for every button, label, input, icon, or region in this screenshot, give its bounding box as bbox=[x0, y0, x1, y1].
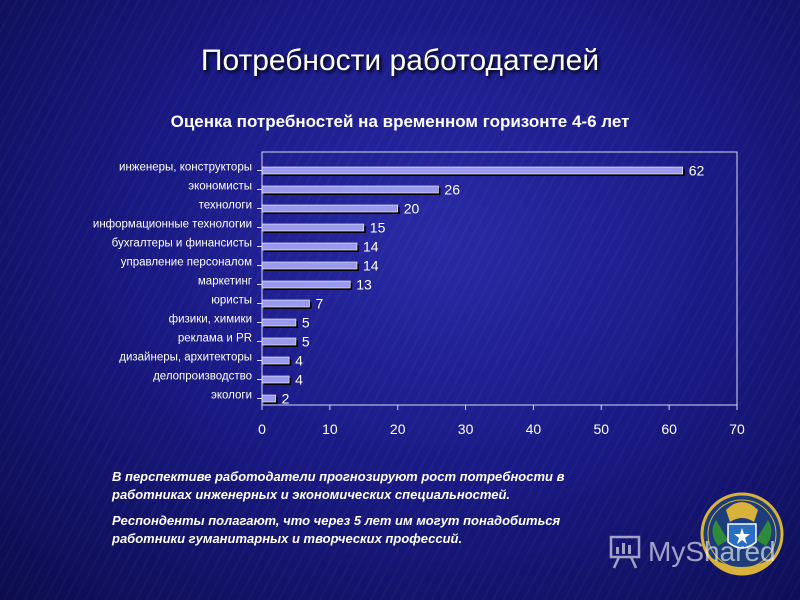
category-label: юристы bbox=[211, 295, 252, 307]
watermark: MyShared bbox=[608, 534, 776, 570]
note-paragraph-2: Респонденты полагают, что через 5 лет им… bbox=[112, 513, 561, 546]
data-label: 14 bbox=[363, 258, 379, 274]
data-label: 4 bbox=[295, 353, 303, 369]
data-label: 62 bbox=[689, 163, 705, 179]
x-tick-label: 60 bbox=[661, 421, 677, 437]
data-label: 7 bbox=[316, 296, 324, 312]
category-label: экономисты bbox=[188, 181, 252, 193]
data-label: 5 bbox=[302, 334, 310, 350]
chart-title: Оценка потребностей на временном горизон… bbox=[170, 112, 630, 131]
x-tick-label: 10 bbox=[322, 421, 338, 437]
x-tick-label: 20 bbox=[390, 421, 406, 437]
bar bbox=[261, 166, 684, 175]
category-label: управление персоналом bbox=[121, 257, 252, 269]
category-label: маркетинг bbox=[198, 276, 252, 288]
bar bbox=[261, 242, 358, 251]
bar bbox=[261, 299, 310, 308]
bar bbox=[261, 337, 297, 346]
data-label: 20 bbox=[404, 201, 420, 217]
category-label: реклама и PR bbox=[178, 333, 252, 345]
data-label: 5 bbox=[302, 315, 310, 331]
plot-area-frame bbox=[261, 151, 738, 406]
bar bbox=[261, 318, 297, 327]
category-label: технологи bbox=[199, 200, 252, 212]
data-label: 2 bbox=[282, 391, 290, 407]
x-tick-label: 50 bbox=[593, 421, 609, 437]
data-label: 26 bbox=[444, 182, 460, 198]
bar bbox=[261, 280, 351, 289]
bar bbox=[261, 375, 290, 384]
x-tick-label: 70 bbox=[729, 421, 745, 437]
bar bbox=[261, 356, 290, 365]
bar bbox=[261, 394, 276, 403]
note-paragraph-1: В перспективе работодатели прогнозируют … bbox=[112, 469, 565, 502]
x-tick-label: 30 bbox=[458, 421, 474, 437]
x-tick-label: 0 bbox=[258, 421, 266, 437]
category-label: бухгалтеры и финансисты bbox=[112, 238, 252, 250]
category-label: делопроизводство bbox=[153, 371, 252, 383]
bar bbox=[261, 223, 365, 232]
category-label: экологи bbox=[211, 390, 252, 402]
coat-of-arms-emblem bbox=[700, 492, 784, 576]
category-label: физики, химики bbox=[169, 314, 252, 326]
data-label: 4 bbox=[295, 372, 303, 388]
data-label: 14 bbox=[363, 239, 379, 255]
bar bbox=[261, 261, 358, 270]
bar bbox=[261, 185, 439, 194]
notes: В перспективе работодатели прогнозируют … bbox=[112, 468, 632, 556]
watermark-text: MyShared bbox=[648, 536, 776, 567]
data-label: 15 bbox=[370, 220, 386, 236]
data-label: 13 bbox=[356, 277, 372, 293]
x-tick-label: 40 bbox=[526, 421, 542, 437]
category-label: информационные технологии bbox=[93, 219, 252, 231]
bar bbox=[261, 204, 399, 213]
presentation-board-icon bbox=[609, 535, 641, 569]
category-label: дизайнеры, архитекторы bbox=[119, 352, 252, 364]
category-label: инженеры, конструкторы bbox=[119, 162, 252, 174]
slide-title: Потребности работодателей bbox=[200, 44, 600, 77]
